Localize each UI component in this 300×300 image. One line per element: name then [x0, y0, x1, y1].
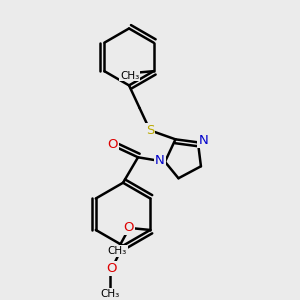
Text: CH₃: CH₃ — [100, 289, 120, 298]
Text: CH₃: CH₃ — [108, 246, 127, 256]
Text: S: S — [146, 124, 154, 137]
Text: O: O — [124, 221, 134, 234]
Text: O: O — [106, 262, 117, 275]
Text: N: N — [155, 154, 164, 167]
Text: N: N — [199, 134, 208, 147]
Text: CH₃: CH₃ — [120, 71, 139, 81]
Text: O: O — [107, 138, 118, 151]
